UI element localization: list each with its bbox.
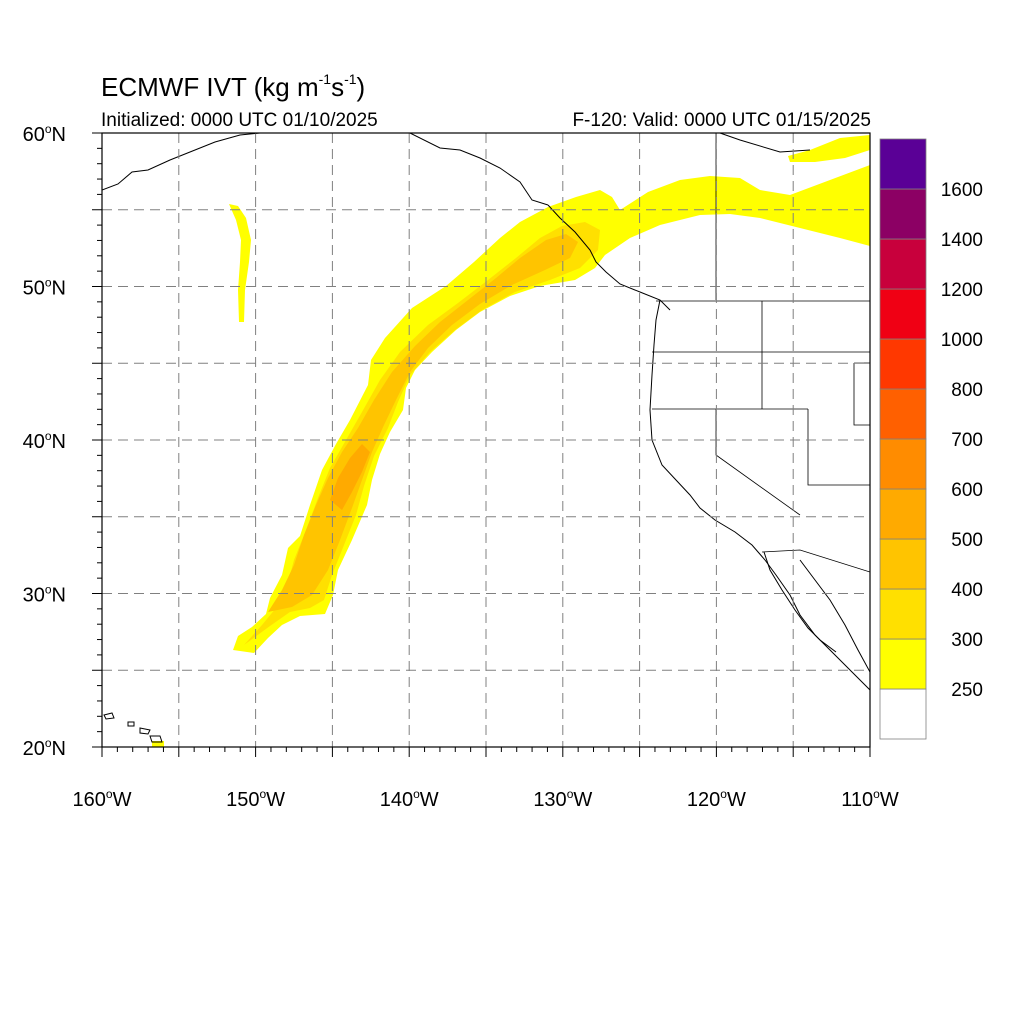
lat-label-40: 40oN	[23, 429, 66, 453]
ivt-plume-500	[330, 444, 370, 510]
ivt-small-blob	[152, 741, 164, 747]
colorbar-box	[879, 138, 927, 190]
hawaii-islands	[103, 712, 163, 743]
lon-label-110: 110oW	[841, 787, 899, 811]
colorbar-box	[879, 588, 927, 640]
lat-label-50: 50oN	[23, 276, 66, 300]
lon-label-140: 140oW	[380, 787, 439, 811]
ivt-plume-layer	[152, 135, 870, 747]
colorbar-box	[879, 438, 927, 490]
us-west-coast	[649, 299, 870, 691]
colorbar-label-700: 700	[951, 430, 983, 451]
nv-border	[807, 409, 870, 486]
axis-tick-labels: 60oN 50oN 40oN 30oN 20oN 160oW 150oW 140oW 130oW…	[23, 122, 899, 811]
colorbar-label-800: 800	[951, 380, 983, 401]
lat-label-30: 30oN	[23, 583, 66, 607]
baja-coast	[763, 551, 837, 653]
initialized-label: Initialized: 0000 UTC 01/10/2025	[101, 110, 378, 131]
ivt-strip-250	[788, 135, 870, 162]
lon-label-150: 150oW	[226, 787, 285, 811]
mexico-mainland-coast	[799, 559, 870, 673]
colorbar-label-250: 250	[951, 680, 983, 701]
colorbar-box	[879, 238, 927, 290]
gridlines	[102, 133, 870, 747]
top-right-coast	[719, 133, 811, 153]
us-mexico-border	[761, 549, 870, 573]
colorbar-box	[879, 388, 927, 440]
lon-label-160: 160oW	[73, 787, 132, 811]
colorbar-box	[879, 188, 927, 240]
lat-label-60: 60oN	[23, 122, 66, 146]
colorbar-box	[879, 638, 927, 690]
lon-label-130: 130oW	[533, 787, 592, 811]
colorbar-label-300: 300	[951, 630, 983, 651]
colorbar-label-400: 400	[951, 580, 983, 601]
ivt-plume-400	[268, 234, 578, 612]
colorbar-box	[879, 288, 927, 340]
coastline-layer	[102, 133, 870, 743]
colorbar-label-600: 600	[951, 480, 983, 501]
bc-coast	[547, 204, 671, 311]
colorbar-label-1200: 1200	[941, 280, 983, 301]
valid-time-label: F-120: Valid: 0000 UTC 01/15/2025	[572, 110, 871, 131]
colorbar-box	[879, 338, 927, 390]
colorbar-label-1600: 1600	[941, 180, 983, 201]
lon-label-120: 120oW	[687, 787, 746, 811]
map-title: ECMWF IVT (kg m-1s-1)	[101, 71, 366, 102]
colorbar: 250 300 400 500 600 700 800 1000 1200 1400 1600	[879, 138, 983, 740]
ivt-streak-250	[229, 204, 251, 322]
colorbar-box	[879, 538, 927, 590]
colorbar-label-500: 500	[951, 530, 983, 551]
lat-label-20: 20oN	[23, 736, 66, 760]
colorbar-label-1400: 1400	[941, 230, 983, 251]
alaska-panhandle	[409, 133, 549, 206]
colorbar-label-1000: 1000	[941, 330, 983, 351]
colorbar-box	[879, 688, 927, 740]
colorbar-box	[879, 488, 927, 540]
axis-ticks	[92, 132, 871, 757]
alaska-coast	[102, 133, 261, 191]
